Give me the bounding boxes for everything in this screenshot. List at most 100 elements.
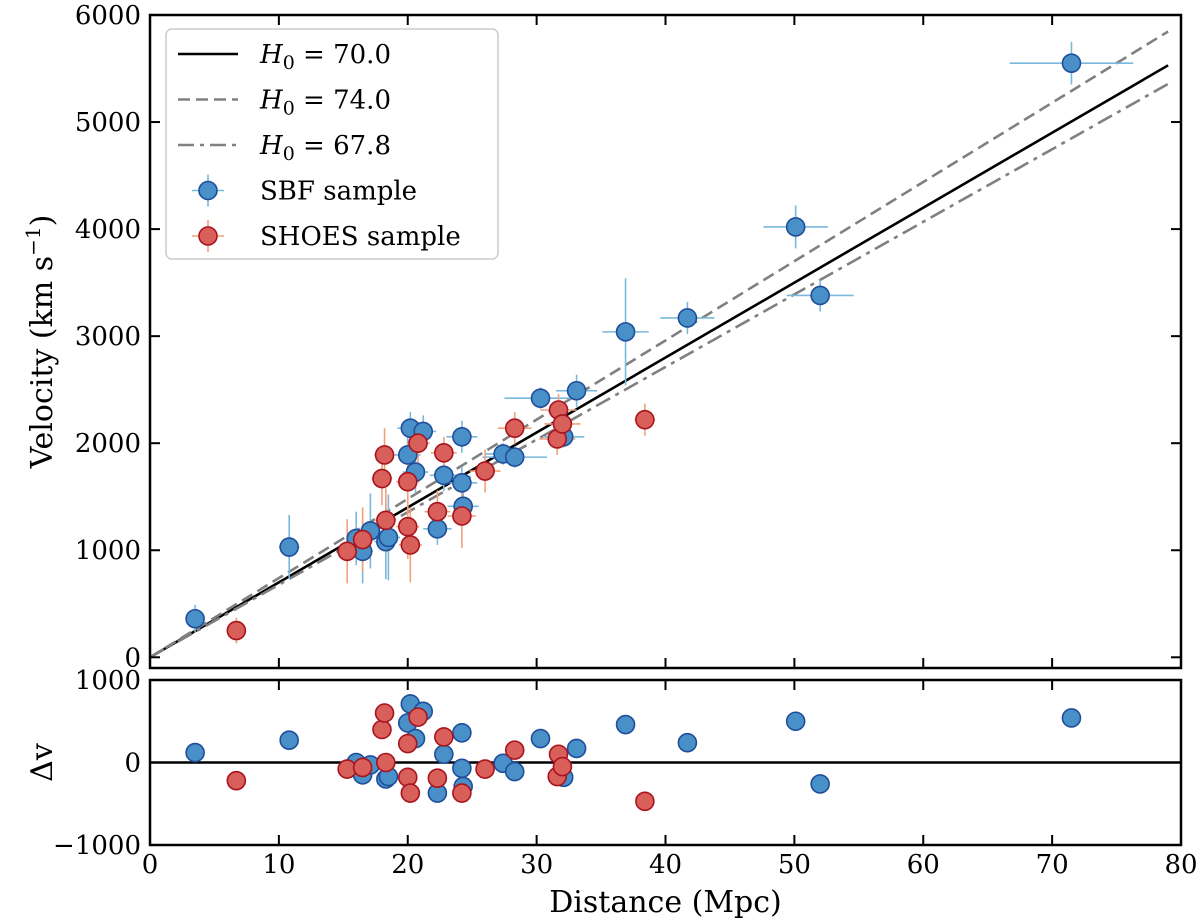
residual-y-axis-title: Δv	[25, 743, 60, 782]
shoes-residual-point-2	[352, 757, 373, 778]
residual-ytick-label--1000: −1000	[53, 831, 141, 861]
sbf-residual-point-13	[452, 722, 472, 743]
shoes-residual-point-18	[635, 791, 655, 812]
shoes-residual-point-0	[226, 770, 247, 791]
shoes-residual-point-11	[434, 727, 454, 747]
xtick-label-30: 30	[520, 850, 553, 880]
sbf-point-21	[615, 322, 636, 342]
main-data-points	[185, 53, 1082, 641]
sbf-residual-point-23	[785, 711, 806, 732]
legend-label-74.0: H0 = 74.0	[259, 86, 391, 120]
sbf-point-23	[785, 217, 806, 237]
shoes-point-13	[475, 461, 495, 481]
shoes-residual-point-17	[552, 756, 573, 777]
shoes-residual-point-3	[372, 719, 392, 740]
shoes-point-0	[226, 620, 247, 641]
shoes-point-17	[552, 414, 573, 434]
main-ytick-label-2000: 2000	[75, 429, 141, 459]
sbf-point-0	[185, 608, 205, 629]
hubble-line-70.0	[150, 64, 1169, 659]
sbf-point-13	[452, 426, 472, 447]
shoes-residual-point-8	[400, 783, 421, 803]
shoes-residual-point-5	[376, 752, 396, 773]
shoes-point-11	[434, 443, 454, 463]
sbf-point-17	[504, 447, 525, 467]
shoes-point-6	[397, 516, 418, 537]
sbf-residual-point-18	[530, 728, 551, 749]
legend-sbf-marker	[198, 180, 218, 201]
xtick-label-60: 60	[907, 850, 940, 880]
shoes-point-5	[376, 510, 396, 531]
sbf-residual-point-14	[452, 758, 472, 779]
xtick-label-50: 50	[778, 850, 811, 880]
xtick-label-0: 0	[142, 850, 159, 880]
shoes-residual-point-4	[374, 703, 395, 723]
shoes-point-1	[337, 541, 357, 562]
shoes-residual-point-10	[427, 768, 448, 788]
legend-label-70.0: H0 = 70.0	[259, 40, 391, 74]
y-axis-title: Velocity (km s−1)	[21, 215, 60, 470]
sbf-residual-point-17	[504, 761, 525, 782]
legend-box	[165, 28, 499, 260]
sbf-point-18	[530, 388, 551, 409]
sbf-point-22	[677, 308, 698, 328]
legend-shoes-marker	[198, 226, 218, 246]
shoes-residual-point-13	[475, 759, 495, 779]
sbf-residual-point-21	[615, 714, 636, 735]
shoes-point-10	[427, 501, 448, 522]
shoes-point-18	[635, 409, 655, 430]
shoes-point-9	[408, 433, 428, 453]
shoes-point-14	[504, 418, 525, 439]
hubble-line-74.0	[150, 30, 1169, 659]
shoes-residual-point-12	[452, 783, 472, 803]
legend-label-shoes: SHOES sample	[260, 222, 461, 252]
main-ytick-label-6000: 6000	[75, 1, 141, 31]
main-ytick-label-4000: 4000	[75, 215, 141, 245]
sbf-point-14	[452, 473, 472, 493]
residual-ytick-label-1000: 1000	[75, 666, 141, 696]
shoes-point-12	[452, 506, 472, 526]
sbf-point-1	[279, 537, 299, 557]
main-x-ticks	[149, 15, 1182, 668]
sbf-residual-point-20	[566, 738, 587, 759]
main-y-ticks: 0 1000 2000 3000 4000 5000 6000	[75, 1, 1181, 673]
main-ytick-label-3000: 3000	[75, 322, 141, 352]
sbf-point-12	[434, 465, 454, 486]
shoes-point-8	[400, 535, 421, 555]
sbf-point-11	[427, 519, 448, 539]
shoes-residual-point-14	[504, 740, 525, 760]
legend-label-sbf: SBF sample	[260, 177, 417, 207]
xtick-label-80: 80	[1164, 850, 1197, 880]
shoes-point-3	[372, 468, 392, 489]
sbf-point-6	[378, 527, 399, 548]
x-axis-title: Distance (Mpc)	[549, 885, 782, 920]
residual-y-ticks: −1000 0 1000	[53, 666, 1181, 861]
residual-data-points	[185, 694, 1082, 812]
sbf-residual-point-12	[434, 744, 454, 765]
sbf-residual-point-1	[279, 730, 299, 751]
xtick-label-20: 20	[391, 850, 424, 880]
xtick-label-70: 70	[1036, 850, 1069, 880]
hubble-law-lines	[150, 30, 1169, 659]
sbf-residual-point-24	[810, 774, 830, 794]
shoes-point-4	[374, 445, 395, 465]
shoes-residual-point-7	[397, 733, 418, 754]
main-ytick-label-5000: 5000	[75, 108, 141, 138]
main-ytick-label-1000: 1000	[75, 536, 141, 566]
residual-x-ticks: 0 10 20 30 40 50 60 70 80	[142, 680, 1198, 880]
xtick-label-10: 10	[262, 850, 295, 880]
xtick-label-40: 40	[649, 850, 682, 880]
hubble-line-67.8	[150, 82, 1169, 659]
shoes-point-2	[352, 529, 373, 550]
residual-ytick-label-0: 0	[124, 749, 141, 779]
main-panel: 0 1000 2000 3000 4000 5000 6000 Velocity (km s…	[21, 1, 1183, 673]
main-ytick-label-0: 0	[124, 643, 141, 673]
legend-label-67.8: H0 = 67.8	[259, 131, 391, 165]
sbf-point-24	[810, 285, 830, 306]
sbf-residual-point-25	[1061, 708, 1082, 728]
sbf-point-25	[1061, 53, 1082, 73]
sbf-point-20	[566, 380, 587, 401]
shoes-point-7	[397, 471, 418, 492]
